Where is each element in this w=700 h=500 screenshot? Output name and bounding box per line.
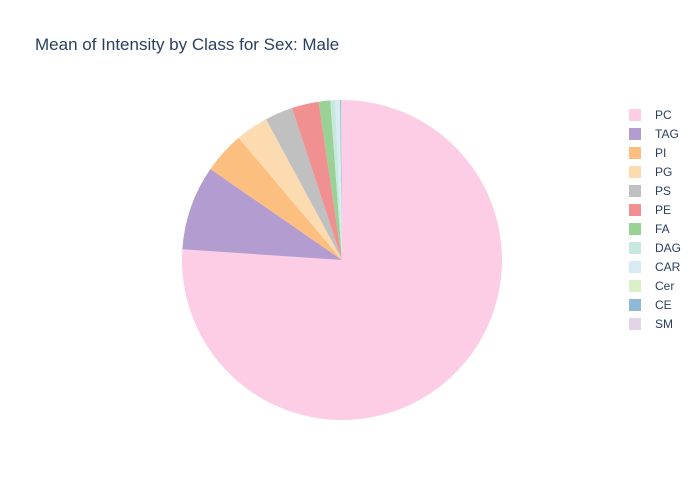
pie-slice-pi[interactable] xyxy=(210,137,342,260)
legend-label: PS xyxy=(655,184,671,198)
pie-slice-ce[interactable] xyxy=(340,100,342,260)
legend-swatch xyxy=(629,185,641,197)
legend-swatch xyxy=(629,318,641,330)
legend-label: PG xyxy=(655,165,672,179)
legend-item-ce[interactable]: CE xyxy=(629,298,672,312)
pie-slices xyxy=(182,100,502,420)
legend-label: TAG xyxy=(655,127,679,141)
pie-slice-cer[interactable] xyxy=(339,100,342,260)
legend-swatch xyxy=(629,109,641,121)
pie-slice-pg[interactable] xyxy=(238,119,342,260)
legend-item-dag[interactable]: DAG xyxy=(629,241,681,255)
legend-item-fa[interactable]: FA xyxy=(629,222,670,236)
legend-label: PC xyxy=(655,108,672,122)
legend-label: CAR xyxy=(655,260,681,274)
pie-slice-car[interactable] xyxy=(335,100,342,261)
pie-slice-tag[interactable] xyxy=(182,168,342,260)
legend-swatch xyxy=(629,204,641,216)
legend-item-cer[interactable]: Cer xyxy=(629,279,674,293)
legend-swatch xyxy=(629,261,641,273)
legend-label: PE xyxy=(655,203,671,217)
legend-item-pi[interactable]: PI xyxy=(629,146,666,160)
legend-item-tag[interactable]: TAG xyxy=(629,127,679,141)
legend-item-ps[interactable]: PS xyxy=(629,184,671,198)
chart-title: Mean of Intensity by Class for Sex: Male xyxy=(35,35,339,54)
legend-item-pe[interactable]: PE xyxy=(629,203,671,217)
pie-slice-ps[interactable] xyxy=(265,108,342,260)
legend-item-pg[interactable]: PG xyxy=(629,165,672,179)
legend-item-car[interactable]: CAR xyxy=(629,260,681,274)
legend-swatch xyxy=(629,242,641,254)
legend-swatch xyxy=(629,128,641,140)
pie-slice-sm[interactable] xyxy=(341,100,342,260)
legend-label: Cer xyxy=(655,279,674,293)
legend-swatch xyxy=(629,166,641,178)
legend-swatch xyxy=(629,223,641,235)
legend-label: FA xyxy=(655,222,670,236)
legend-label: CE xyxy=(655,298,672,312)
pie-slice-fa[interactable] xyxy=(318,100,342,260)
legend[interactable]: PC TAG PI PG PS PE FA DAG CAR Cer CE SM xyxy=(629,108,681,331)
pie-slice-dag[interactable] xyxy=(330,100,342,260)
legend-swatch xyxy=(629,280,641,292)
legend-label: PI xyxy=(655,146,666,160)
legend-label: SM xyxy=(655,317,673,331)
legend-item-sm[interactable]: SM xyxy=(629,317,673,331)
legend-swatch xyxy=(629,299,641,311)
legend-label: DAG xyxy=(655,241,681,255)
pie-slice-pe[interactable] xyxy=(291,101,342,261)
legend-swatch xyxy=(629,147,641,159)
legend-item-pc[interactable]: PC xyxy=(629,108,672,122)
